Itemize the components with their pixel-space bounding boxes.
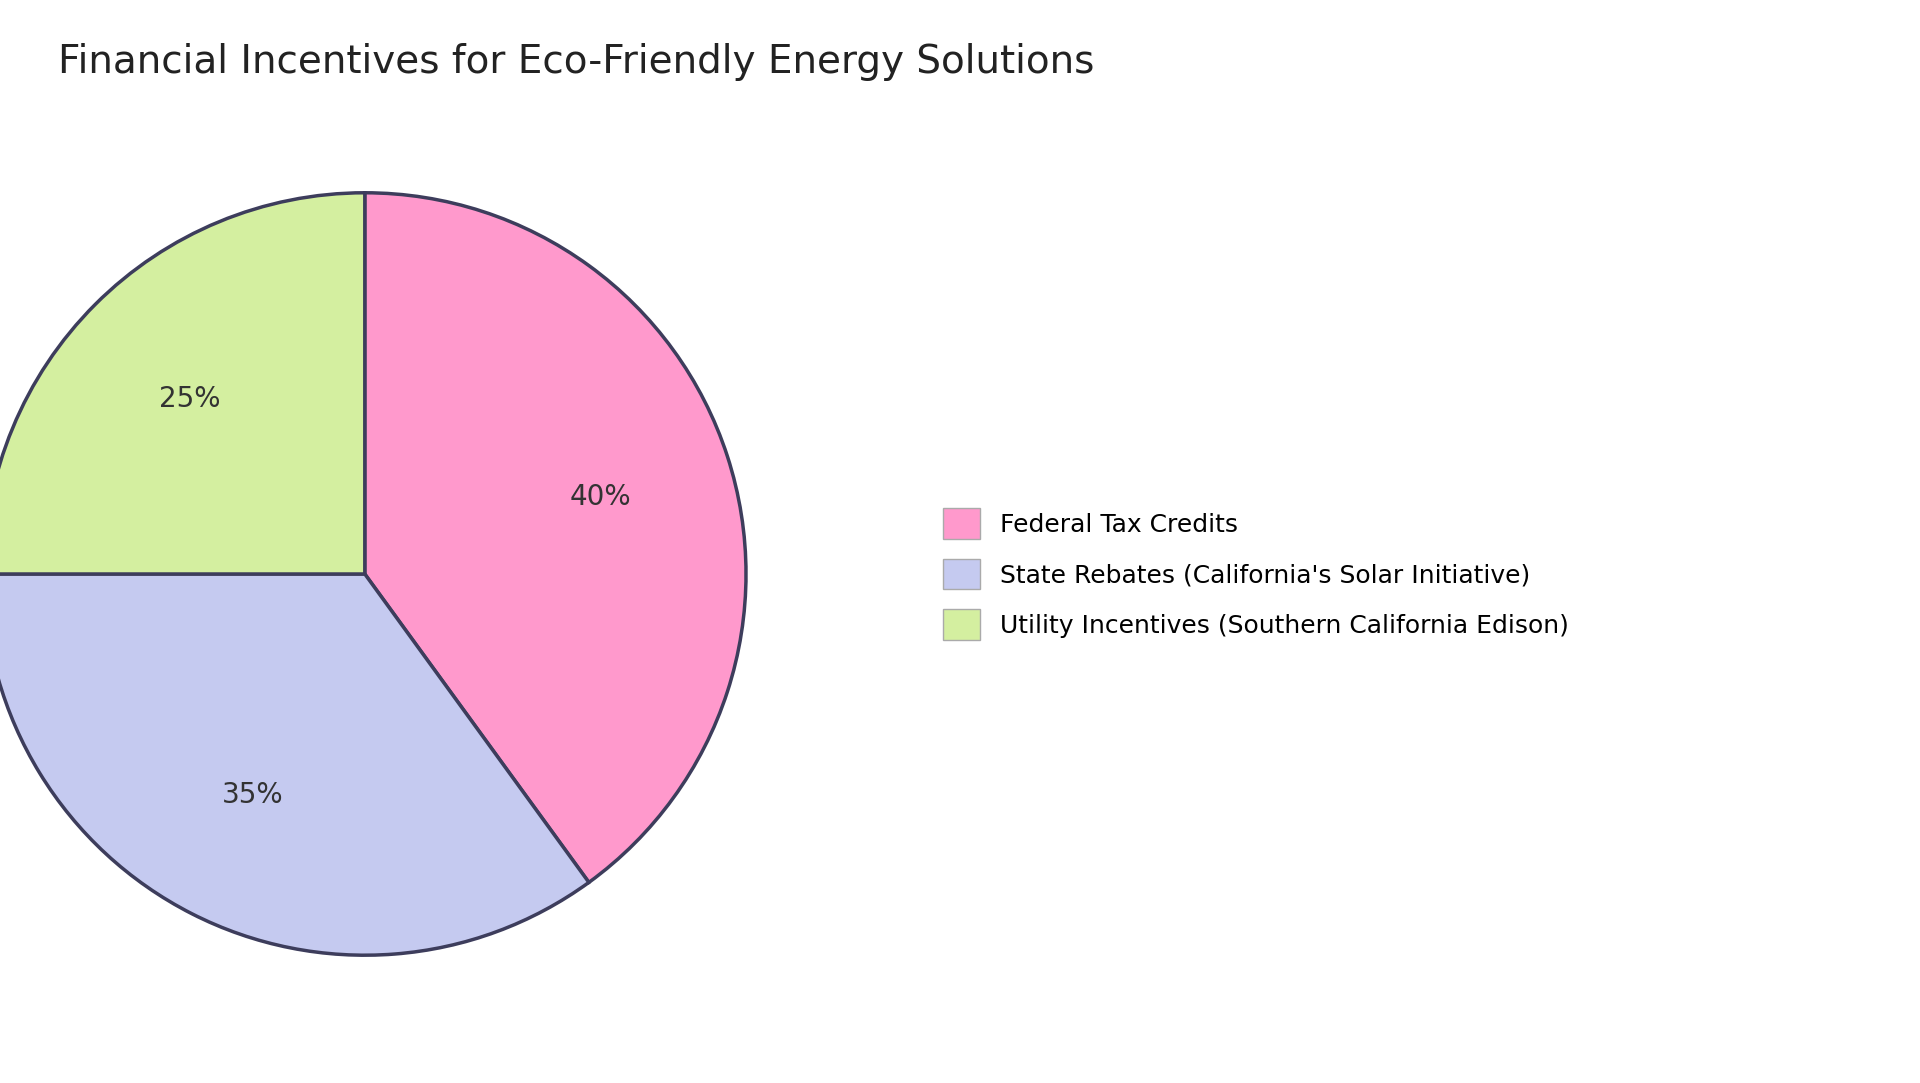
Text: 25%: 25%	[159, 384, 221, 413]
Text: 35%: 35%	[221, 781, 282, 809]
Wedge shape	[0, 574, 589, 955]
Wedge shape	[0, 193, 365, 574]
Wedge shape	[365, 193, 747, 883]
Legend: Federal Tax Credits, State Rebates (California's Solar Initiative), Utility Ince: Federal Tax Credits, State Rebates (Cali…	[929, 496, 1582, 652]
Text: 40%: 40%	[570, 483, 632, 511]
Text: Financial Incentives for Eco-Friendly Energy Solutions: Financial Incentives for Eco-Friendly En…	[58, 43, 1094, 81]
